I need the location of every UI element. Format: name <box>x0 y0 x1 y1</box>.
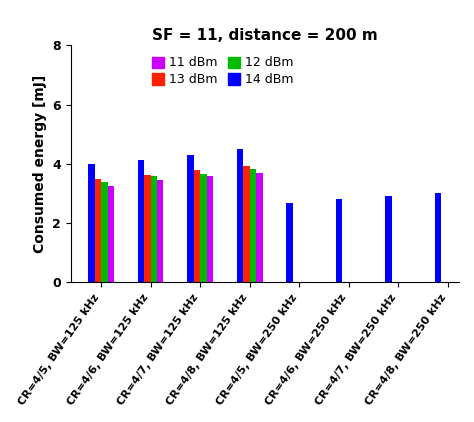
Bar <box>157 180 164 282</box>
Bar <box>336 200 342 282</box>
Title: SF = 11, distance = 200 m: SF = 11, distance = 200 m <box>152 28 378 43</box>
Bar <box>108 186 114 282</box>
Bar <box>250 169 256 282</box>
Bar <box>256 173 263 282</box>
Bar <box>286 203 293 282</box>
Bar <box>237 149 243 282</box>
Legend: 11 dBm, 13 dBm, 12 dBm, 14 dBm: 11 dBm, 13 dBm, 12 dBm, 14 dBm <box>147 51 299 91</box>
Bar <box>385 197 392 282</box>
Bar <box>200 174 207 282</box>
Bar <box>95 179 101 282</box>
Bar <box>101 182 108 282</box>
Bar <box>243 166 250 282</box>
Bar <box>194 170 200 282</box>
Bar <box>88 164 95 282</box>
Bar <box>138 160 144 282</box>
Bar <box>144 175 151 282</box>
Bar <box>207 176 213 282</box>
Y-axis label: Consumed energy [mJ]: Consumed energy [mJ] <box>33 75 46 253</box>
Bar <box>187 155 194 282</box>
Bar <box>151 176 157 282</box>
Bar <box>435 193 441 282</box>
